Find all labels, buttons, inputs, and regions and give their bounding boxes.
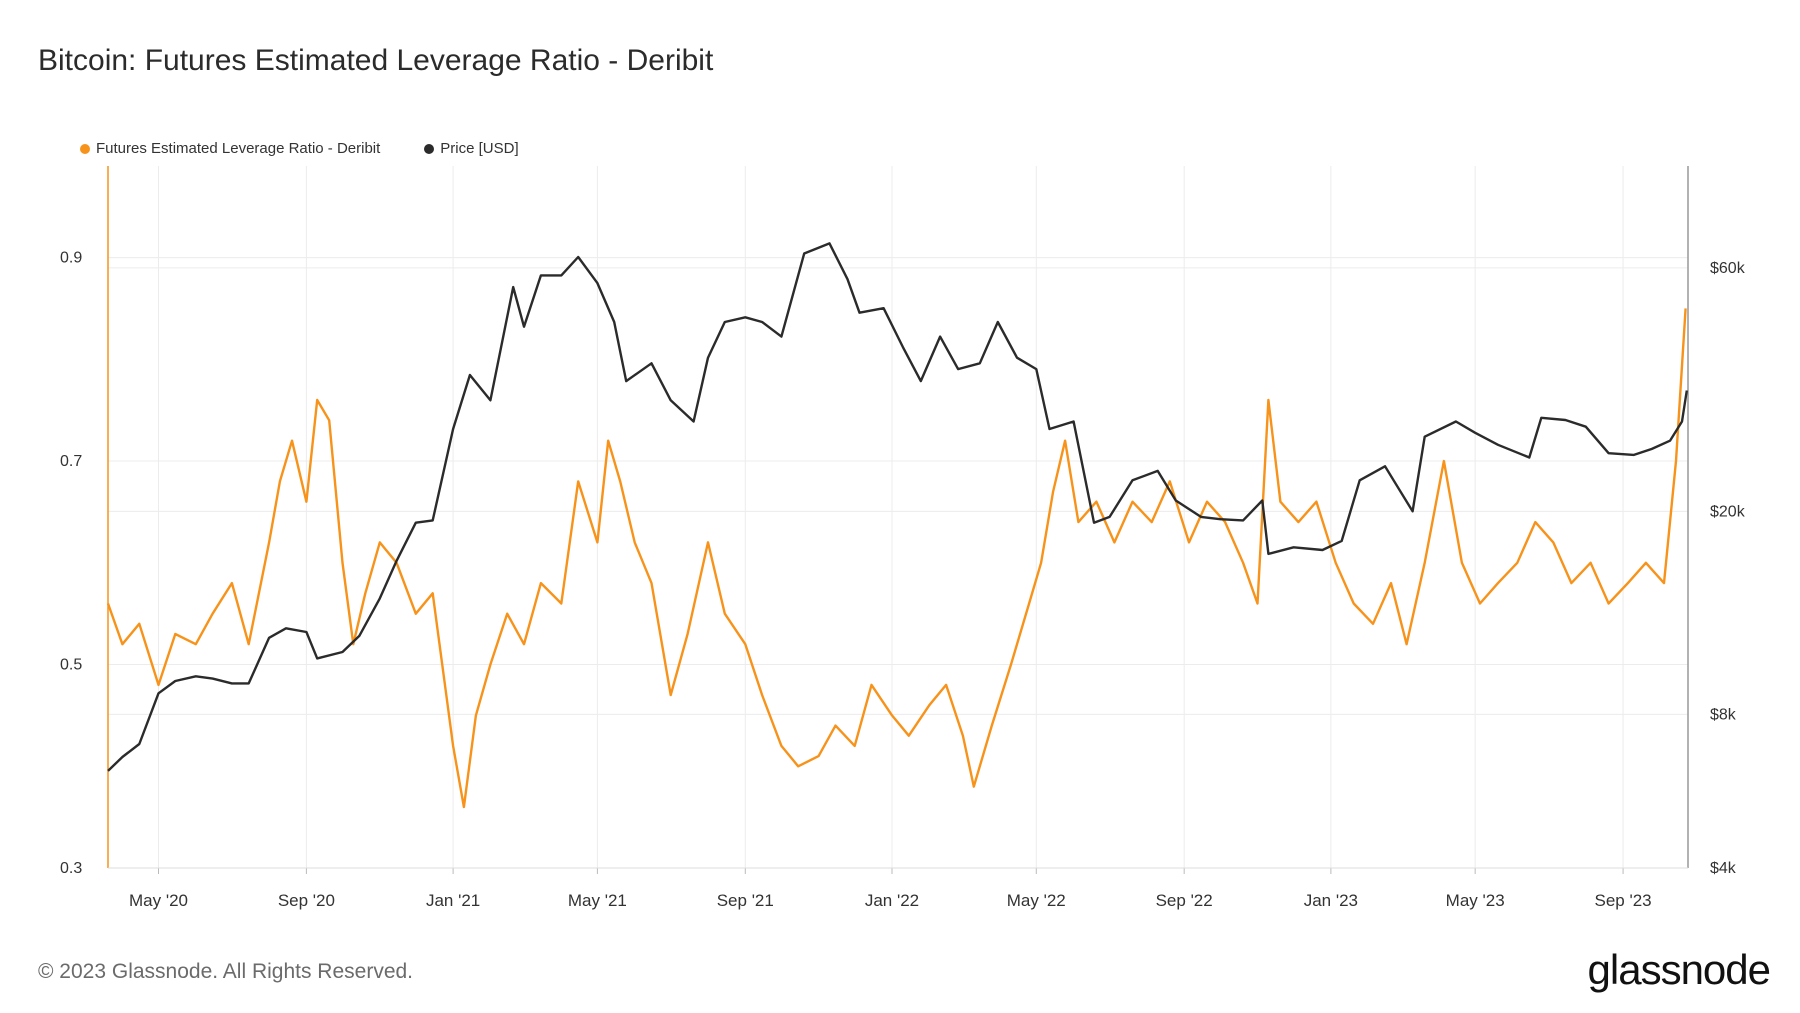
x-tick-label: Sep '22 [1156,891,1213,910]
axes: 0.3 0.5 0.7 0.9 $4k $8k $20k $60k May '20 Sep '20… [60,166,1746,910]
x-tick-label: Sep '21 [717,891,774,910]
brand-logo: glassnode [1587,946,1771,993]
y-left-tick-label: 0.7 [60,453,82,470]
y-right-tick-label: $8k [1710,706,1737,723]
legend-dot-leverage [80,143,90,154]
legend-item-price[interactable]: Price [USD] [424,140,519,157]
legend-label-leverage: Futures Estimated Leverage Ratio - Derib… [96,140,381,157]
legend-item-leverage[interactable]: Futures Estimated Leverage Ratio - Derib… [80,140,380,157]
x-tick-label: Jan '23 [1304,891,1358,910]
y-left-tick-label: 0.3 [60,860,82,877]
price-line [107,242,1688,772]
chart-title: Bitcoin: Futures Estimated Leverage Rati… [38,44,714,77]
grid-lines [108,166,1688,869]
x-tick-label: May '23 [1446,891,1505,910]
legend: Futures Estimated Leverage Ratio - Derib… [80,140,519,157]
y-left-tick-label: 0.5 [60,657,82,674]
x-tick-label: Sep '23 [1594,891,1651,910]
x-tick-label: May '20 [129,891,188,910]
series-lines [106,242,1688,809]
chart-area[interactable]: 0.3 0.5 0.7 0.9 $4k $8k $20k $60k May '20 Sep '20… [0,0,1800,930]
leverage-ratio-line [106,308,1687,809]
x-tick-label: May '21 [568,891,627,910]
x-tick-label: Sep '20 [278,891,335,910]
y-right-tick-label: $20k [1710,503,1746,520]
x-tick-label: May '22 [1007,891,1066,910]
x-tick-label: Jan '21 [426,891,480,910]
x-tick-label: Jan '22 [865,891,919,910]
legend-dot-price [424,143,435,154]
copyright-footer: © 2023 Glassnode. All Rights Reserved. [38,960,414,983]
y-right-tick-label: $60k [1710,260,1746,277]
y-right-tick-label: $4k [1710,860,1737,877]
y-left-tick-label: 0.9 [60,250,82,267]
legend-label-price: Price [USD] [440,140,519,157]
